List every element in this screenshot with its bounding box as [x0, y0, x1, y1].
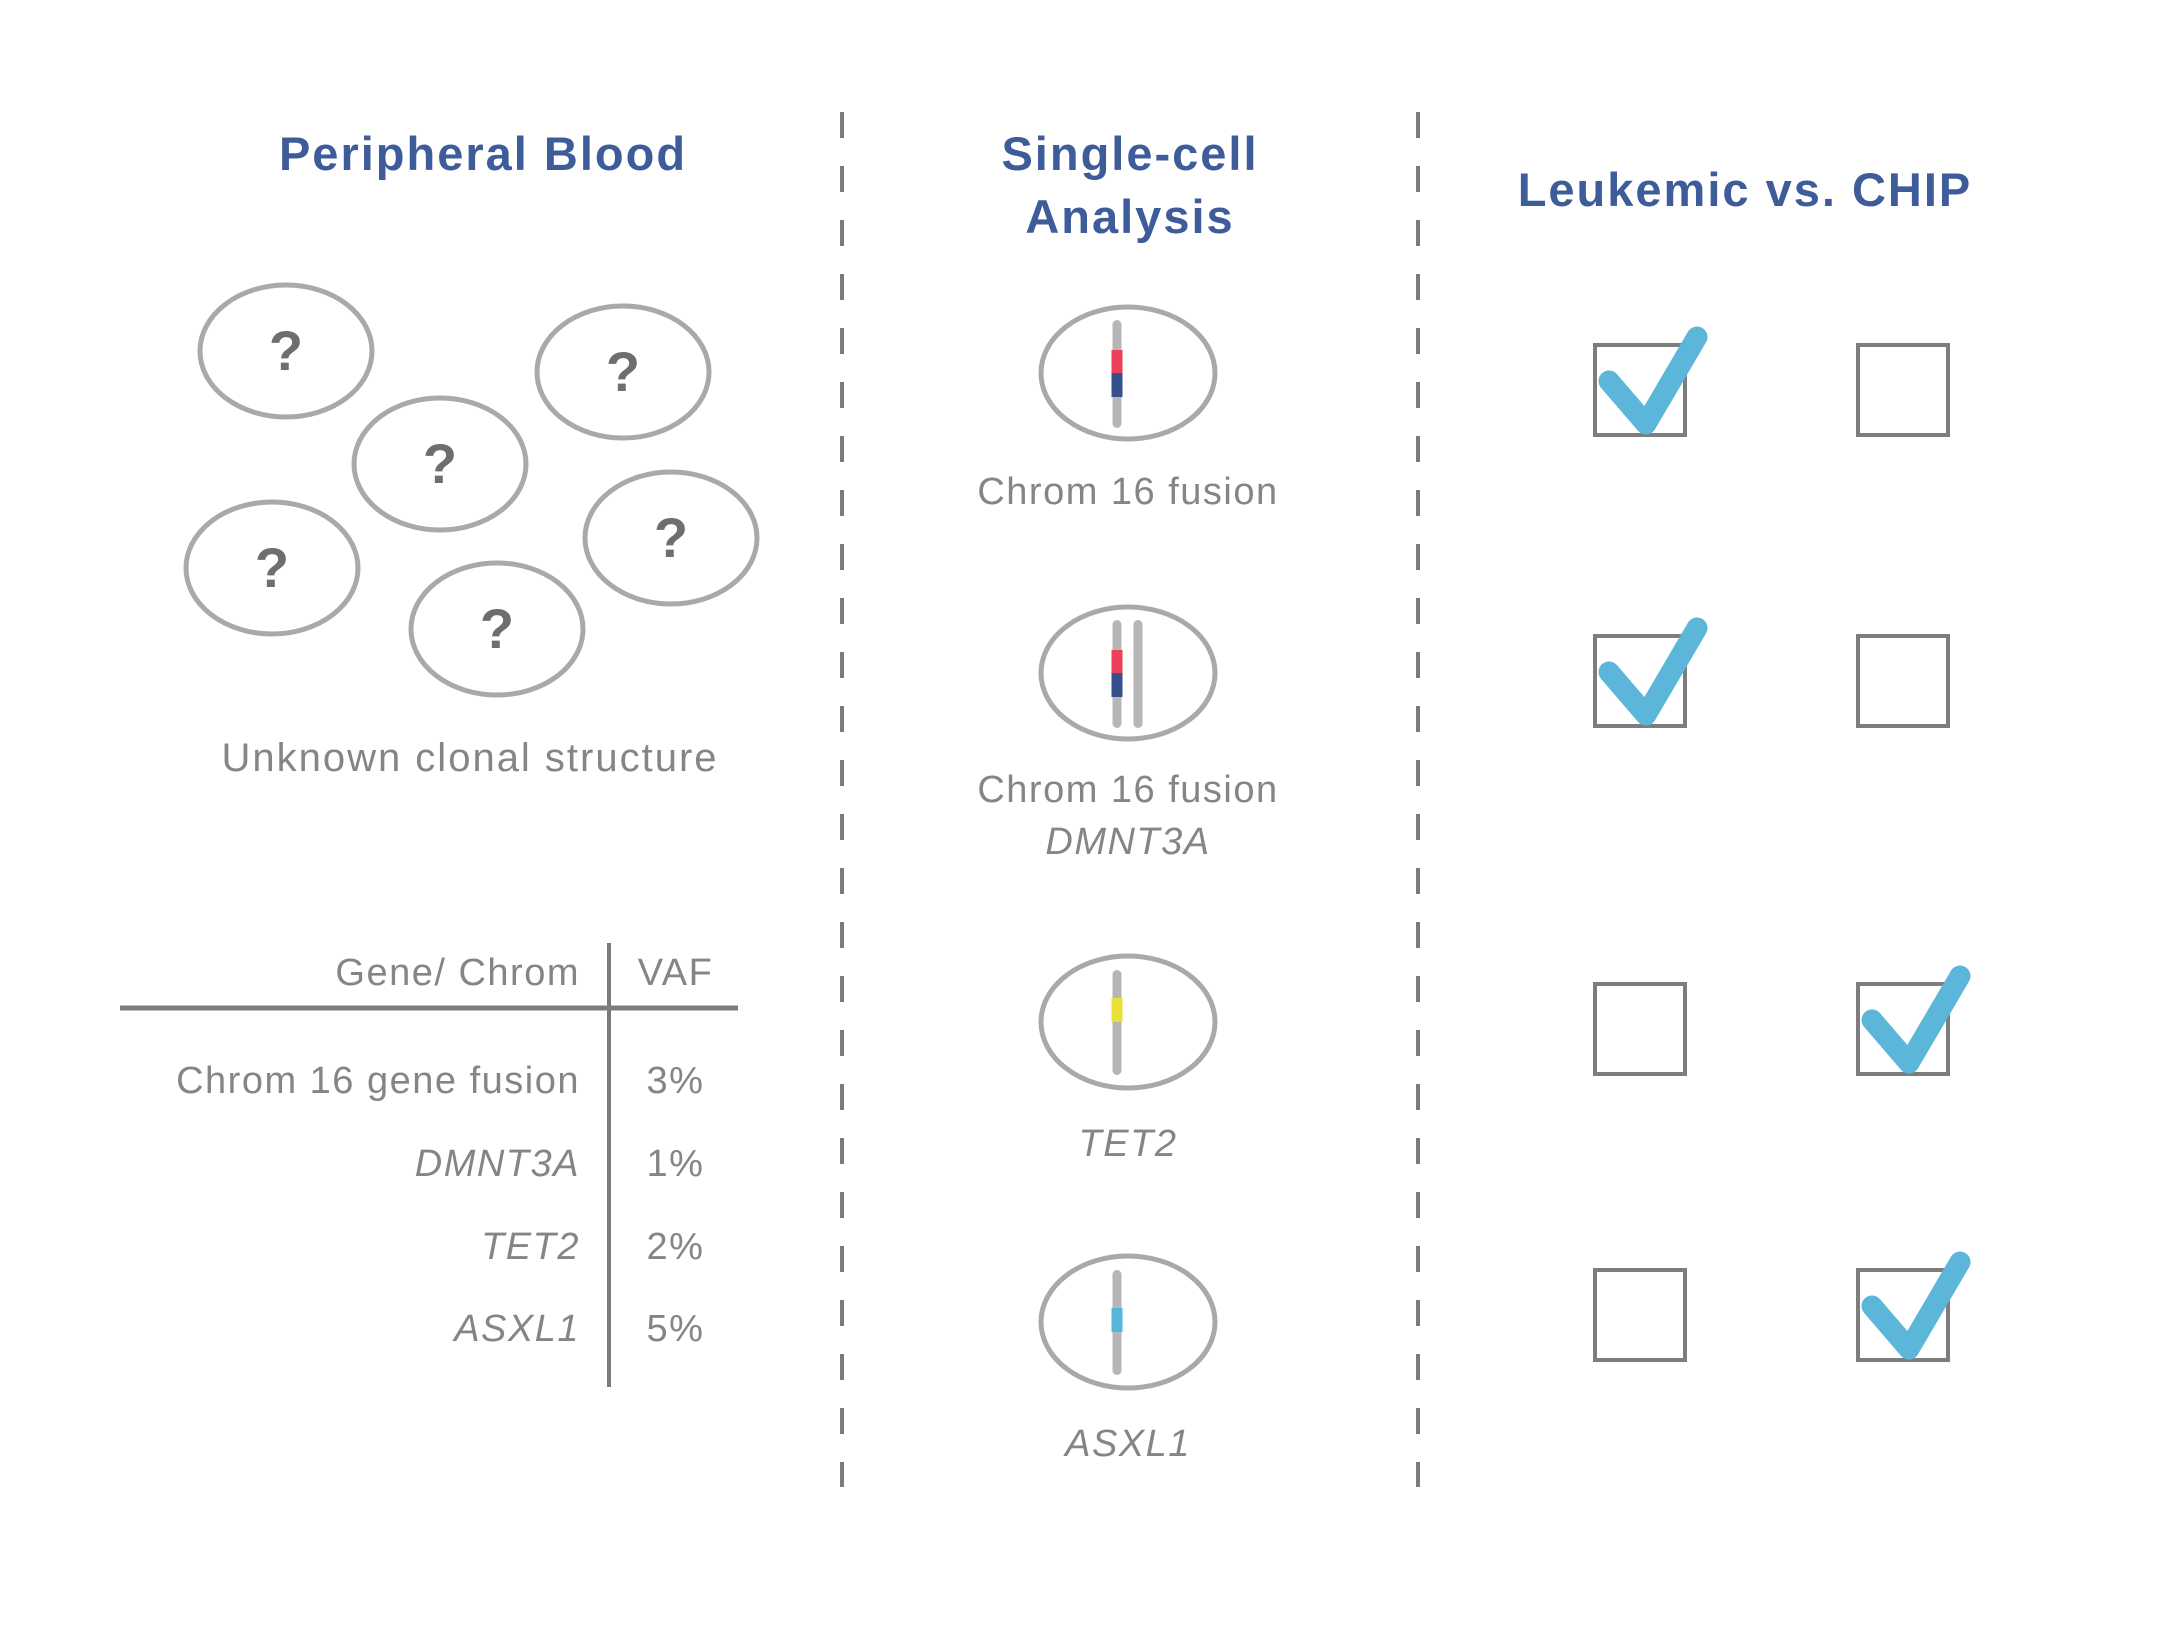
- unknown-clonal-structure-caption: Unknown clonal structure: [221, 736, 719, 780]
- blood-cell-cluster: [183, 282, 760, 698]
- checkbox-chip-row2[interactable]: [1856, 634, 1950, 728]
- single-cell-tet2: [1038, 953, 1218, 1091]
- table-row-gene: DMNT3A: [414, 1143, 580, 1185]
- chromosome-bar: [1112, 970, 1122, 1075]
- question-mark: ?: [605, 340, 641, 403]
- table-row-gene: ASXL1: [454, 1308, 580, 1350]
- checkbox-chip-row1[interactable]: [1856, 343, 1950, 437]
- blood-cell-outline: [197, 282, 375, 420]
- single-cell-label-asxl1: ASXL1: [1065, 1423, 1191, 1465]
- asxl1-cyan-segment: [1111, 1308, 1123, 1332]
- fusion-red-segment: [1111, 650, 1123, 673]
- question-mark: ?: [479, 597, 515, 660]
- single-cell-outline: [1038, 953, 1218, 1091]
- single-cell-title: Single-cell Analysis: [880, 122, 1380, 248]
- checkbox-leukemic-row4[interactable]: [1593, 1268, 1687, 1362]
- single-cell-outline: [1038, 604, 1218, 742]
- checkbox-leukemic-row1[interactable]: [1593, 326, 1708, 437]
- blood-cell-outline: [582, 469, 760, 607]
- question-mark: ?: [653, 506, 689, 569]
- single-cell-outline: [1038, 304, 1218, 442]
- table-header-vaf: VAF: [637, 952, 714, 994]
- single-cell-label-line2: DMNT3A: [1045, 821, 1211, 863]
- question-mark: ?: [268, 319, 304, 382]
- checkbox-chip-row3[interactable]: [1856, 965, 1971, 1076]
- peripheral-blood-title: Peripheral Blood: [278, 127, 688, 180]
- question-mark: ?: [422, 432, 458, 495]
- single-cell-chrom16-fusion: [1038, 304, 1218, 442]
- table-row-vaf: 2%: [646, 1226, 705, 1268]
- fusion-navy-segment: [1111, 373, 1123, 397]
- checkbox-leukemic-row3[interactable]: [1593, 982, 1687, 1076]
- single-cell-label-chrom16-fusion-dmnt3a: Chrom 16 fusion DMNT3A: [878, 764, 1378, 868]
- single-cell-label-chrom16-fusion: Chrom 16 fusion: [977, 471, 1279, 513]
- single-cell-title-line1: Single-cell: [1001, 127, 1259, 180]
- tet2-yellow-segment: [1111, 998, 1123, 1022]
- question-mark: ?: [254, 536, 290, 599]
- checkbox-chip-row4[interactable]: [1856, 1251, 1971, 1362]
- checkmark-icon: [1861, 965, 1971, 1074]
- checkmark-icon: [1598, 326, 1708, 435]
- blood-cell-outline: [183, 499, 361, 637]
- table-row-vaf: 1%: [646, 1143, 705, 1185]
- blood-cell-outline: [408, 560, 586, 698]
- single-cell-asxl1: [1038, 1253, 1218, 1391]
- checkbox-leukemic-row2[interactable]: [1593, 617, 1708, 728]
- table-row-gene: Chrom 16 gene fusion: [176, 1060, 580, 1102]
- fusion-red-segment: [1111, 350, 1123, 373]
- table-row-vaf: 3%: [646, 1060, 705, 1102]
- single-cell-title-line2: Analysis: [1025, 190, 1235, 243]
- leukemic-vs-chip-title: Leukemic vs. CHIP: [1517, 163, 1973, 216]
- fusion-navy-segment: [1111, 673, 1123, 697]
- single-cell-label-tet2: TET2: [1078, 1123, 1178, 1165]
- single-cell-outline: [1038, 1253, 1218, 1391]
- checkmark-icon: [1861, 1251, 1971, 1360]
- blood-cell-outline: [534, 303, 712, 441]
- table-row-vaf: 5%: [646, 1308, 705, 1350]
- chromosome-bar: [1133, 620, 1143, 728]
- table-header-gene-chrom: Gene/ Chrom: [335, 952, 580, 994]
- table-row-gene: TET2: [481, 1226, 580, 1268]
- single-cell-label-line1: Chrom 16 fusion: [977, 769, 1279, 811]
- checkmark-icon: [1598, 617, 1708, 726]
- blood-cell-outline: [351, 395, 529, 533]
- single-cell-chrom16-fusion-dmnt3a: [1038, 604, 1218, 742]
